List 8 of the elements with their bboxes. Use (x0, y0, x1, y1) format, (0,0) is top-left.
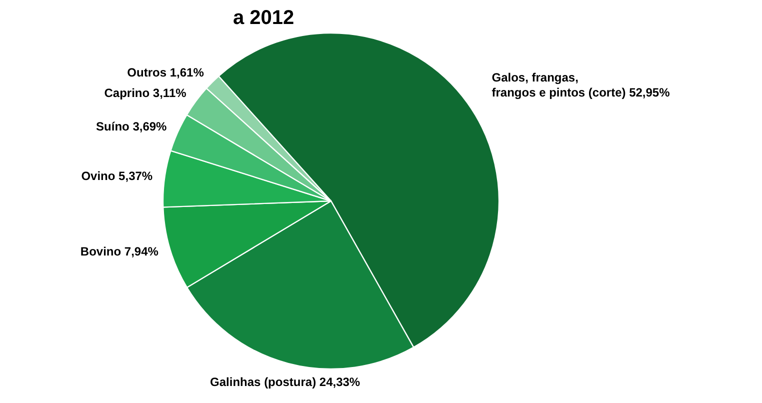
chart-title: a 2012 (233, 7, 294, 29)
slice-label: Ovino 5,37% (81, 169, 153, 184)
slice-label: Outros 1,61% (127, 66, 204, 80)
slice-label: Suíno 3,69% (96, 120, 168, 134)
slice-label: Caprino 3,11% (104, 86, 187, 100)
slice-label: Galos, frangas, frangos e pintos (corte) 52,95% (492, 70, 670, 100)
slice-label: Bovino 7,94% (80, 244, 159, 258)
slice-label: Galinhas (postura) 24,33% (210, 375, 360, 390)
